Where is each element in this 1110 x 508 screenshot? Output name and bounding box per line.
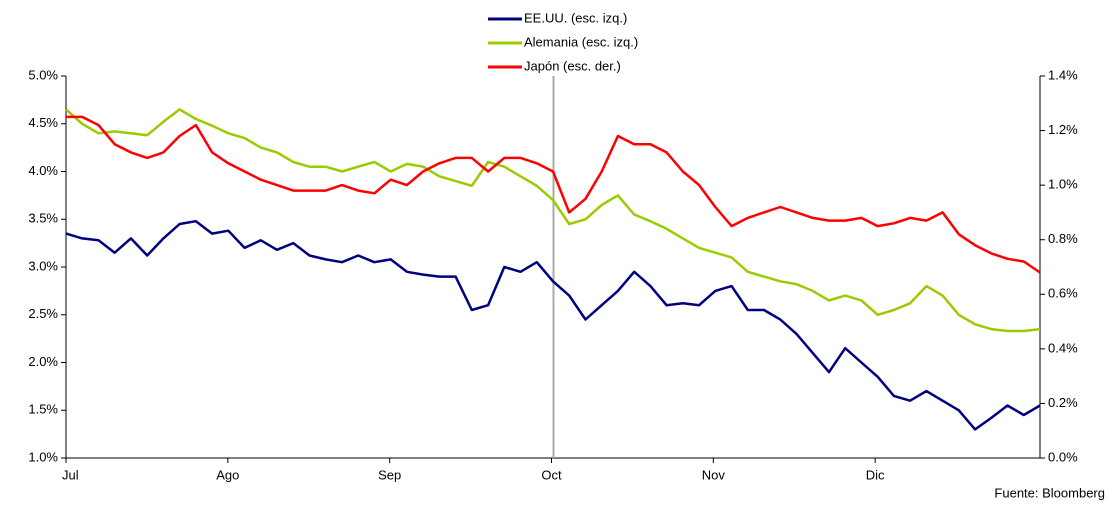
y-tick-label: 2.5% xyxy=(28,306,58,321)
y-tick-label: 3.5% xyxy=(28,211,58,226)
y-tick-label: 4.5% xyxy=(28,115,58,130)
y2-tick-label: 0.6% xyxy=(1048,286,1078,301)
source-note: Fuente: Bloomberg xyxy=(994,485,1105,500)
x-tick-label: Jul xyxy=(62,467,79,482)
legend-label: Japón (esc. der.) xyxy=(524,58,621,73)
y2-tick-label: 1.4% xyxy=(1048,67,1078,82)
y-tick-label: 1.0% xyxy=(28,449,58,464)
y2-tick-label: 0.8% xyxy=(1048,231,1078,246)
y-tick-label: 1.5% xyxy=(28,402,58,417)
y2-tick-label: 1.2% xyxy=(1048,122,1078,137)
y2-tick-label: 0.4% xyxy=(1048,340,1078,355)
x-tick-label: Ago xyxy=(216,467,239,482)
x-tick-label: Dic xyxy=(866,467,885,482)
legend-label: Alemania (esc. izq.) xyxy=(524,34,638,49)
x-tick-label: Oct xyxy=(541,467,562,482)
series-line xyxy=(65,108,1041,333)
x-tick-label: Sep xyxy=(378,467,401,482)
y-tick-label: 3.0% xyxy=(28,258,58,273)
x-tick-label: Nov xyxy=(702,467,726,482)
series-line xyxy=(65,219,1041,431)
y-tick-label: 4.0% xyxy=(28,163,58,178)
y2-tick-label: 1.0% xyxy=(1048,177,1078,192)
y2-tick-label: 0.2% xyxy=(1048,395,1078,410)
y-tick-label: 2.0% xyxy=(28,354,58,369)
legend-label: EE.UU. (esc. izq.) xyxy=(524,10,627,25)
y-tick-label: 5.0% xyxy=(28,67,58,82)
series-line xyxy=(66,115,1041,274)
y2-tick-label: 0.0% xyxy=(1048,449,1078,464)
